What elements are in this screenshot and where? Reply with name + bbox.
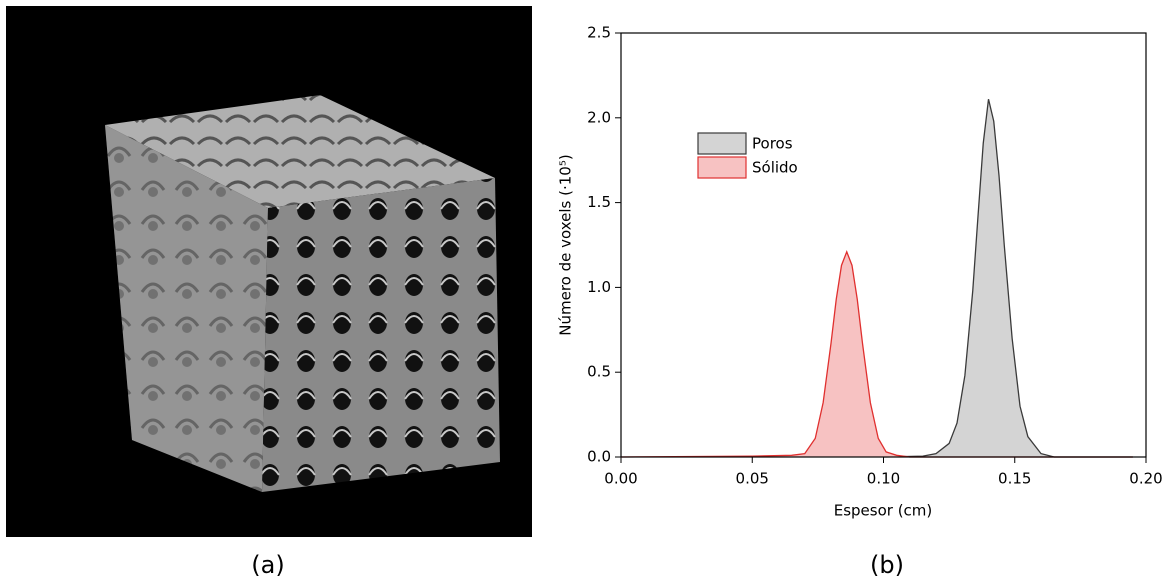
x-tick-label: 0.20 — [1129, 470, 1162, 488]
y-tick-label: 0.5 — [587, 363, 611, 381]
legend-swatch — [698, 157, 746, 178]
chart-b: 0.00 0.05 0.10 0.15 0.20 0.0 0.5 1.0 1.5 2.0 2.5 Po… — [587, 24, 1163, 488]
y-axis-label: Número de voxels (·10⁵) — [557, 154, 575, 335]
x-tick-label: 0.00 — [604, 470, 637, 488]
plot-frame — [621, 33, 1146, 457]
legend-label: Poros — [752, 135, 793, 153]
x-tick-label: 0.05 — [736, 470, 769, 488]
x-axis-label: Espesor (cm) — [834, 502, 933, 520]
legend-label: Sólido — [752, 159, 798, 177]
y-tick-label: 1.5 — [587, 193, 611, 211]
y-tick-label: 0.0 — [587, 448, 611, 466]
y-tick-label: 2.5 — [587, 24, 611, 42]
panel-label: (a) — [251, 551, 284, 579]
panel-a-image — [6, 6, 532, 537]
area-line — [621, 252, 1133, 457]
legend-swatch — [698, 133, 746, 154]
x-tick-label: 0.15 — [998, 470, 1031, 488]
figure: (a) (b) 0.00 0.05 0.10 0.15 0.20 0.0 0.5 1.0 1.5… — [0, 0, 1168, 581]
y-tick-label: 2.0 — [587, 108, 611, 126]
area-fill — [884, 99, 1133, 457]
area-fill — [621, 252, 1133, 457]
x-tick-label: 0.10 — [867, 470, 900, 488]
panel-label: (b) — [870, 551, 904, 579]
y-tick-label: 1.0 — [587, 278, 611, 296]
